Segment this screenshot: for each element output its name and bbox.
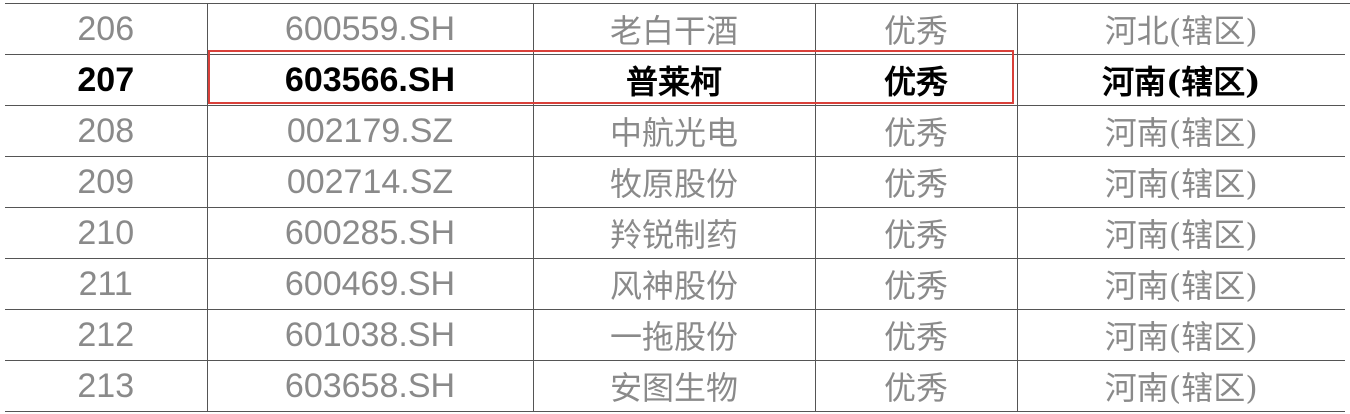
stock-code-cell[interactable]: 601038.SH: [206, 309, 534, 361]
rating-cell[interactable]: 优秀: [814, 105, 1018, 157]
rating-cell[interactable]: 优秀: [814, 309, 1018, 361]
rating-cell[interactable]: 优秀: [814, 3, 1018, 55]
region-cell[interactable]: 河南(辖区): [1016, 360, 1345, 412]
rating-cell[interactable]: 优秀: [814, 360, 1018, 412]
stock-name-cell[interactable]: 牧原股份: [532, 156, 816, 208]
stock-code-cell[interactable]: 600285.SH: [206, 207, 534, 259]
stock-name-cell[interactable]: 羚锐制药: [532, 207, 816, 259]
table-row[interactable]: 212 601038.SH 一拖股份 优秀 河南(辖区): [5, 309, 1345, 361]
row-index-cell[interactable]: 210: [5, 207, 208, 259]
region-cell[interactable]: 河南(辖区): [1016, 54, 1345, 106]
stock-code-cell[interactable]: 600469.SH: [206, 258, 534, 310]
stock-name-cell[interactable]: 风神股份: [532, 258, 816, 310]
row-index-cell[interactable]: 207: [5, 54, 208, 106]
stock-name-cell[interactable]: 普莱柯: [532, 54, 816, 106]
table-row[interactable]: 208 002179.SZ 中航光电 优秀 河南(辖区): [5, 105, 1345, 157]
rating-cell[interactable]: 优秀: [814, 258, 1018, 310]
table-row[interactable]: 210 600285.SH 羚锐制药 优秀 河南(辖区): [5, 207, 1345, 259]
stock-table: 206 600559.SH 老白干酒 优秀 河北(辖区) 207 603566.SH 普莱柯优…: [5, 3, 1345, 412]
stock-code-cell[interactable]: 002714.SZ: [206, 156, 534, 208]
rating-cell[interactable]: 优秀: [814, 207, 1018, 259]
stock-name-cell[interactable]: 老白干酒: [532, 3, 816, 55]
region-cell[interactable]: 河南(辖区): [1016, 207, 1345, 259]
region-cell[interactable]: 河北(辖区): [1016, 3, 1345, 55]
stock-code-cell[interactable]: 600559.SH: [206, 3, 534, 55]
row-index-cell[interactable]: 211: [5, 258, 208, 310]
stock-code-cell[interactable]: 603566.SH: [206, 54, 534, 106]
row-index-cell[interactable]: 212: [5, 309, 208, 361]
row-index-cell[interactable]: 209: [5, 156, 208, 208]
table-row[interactable]: 209 002714.SZ 牧原股份 优秀 河南(辖区): [5, 156, 1345, 208]
stock-name-cell[interactable]: 安图生物: [532, 360, 816, 412]
rating-cell[interactable]: 优秀: [814, 54, 1018, 106]
row-index-cell[interactable]: 213: [5, 360, 208, 412]
stock-name-cell[interactable]: 中航光电: [532, 105, 816, 157]
region-cell[interactable]: 河南(辖区): [1016, 105, 1345, 157]
stock-name-cell[interactable]: 一拖股份: [532, 309, 816, 361]
rating-cell[interactable]: 优秀: [814, 156, 1018, 208]
region-cell[interactable]: 河南(辖区): [1016, 258, 1345, 310]
region-cell[interactable]: 河南(辖区): [1016, 156, 1345, 208]
row-index-cell[interactable]: 206: [5, 3, 208, 55]
region-cell[interactable]: 河南(辖区): [1016, 309, 1345, 361]
stock-code-cell[interactable]: 002179.SZ: [206, 105, 534, 157]
table-row[interactable]: 213 603658.SH 安图生物 优秀 河南(辖区): [5, 360, 1345, 412]
table-row[interactable]: 211 600469.SH 风神股份 优秀 河南(辖区): [5, 258, 1345, 310]
stock-code-cell[interactable]: 603658.SH: [206, 360, 534, 412]
table-row[interactable]: 207 603566.SH 普莱柯 优秀 河南(辖区): [5, 54, 1345, 106]
table-row[interactable]: 206 600559.SH 老白干酒 优秀 河北(辖区): [5, 3, 1345, 55]
row-index-cell[interactable]: 208: [5, 105, 208, 157]
